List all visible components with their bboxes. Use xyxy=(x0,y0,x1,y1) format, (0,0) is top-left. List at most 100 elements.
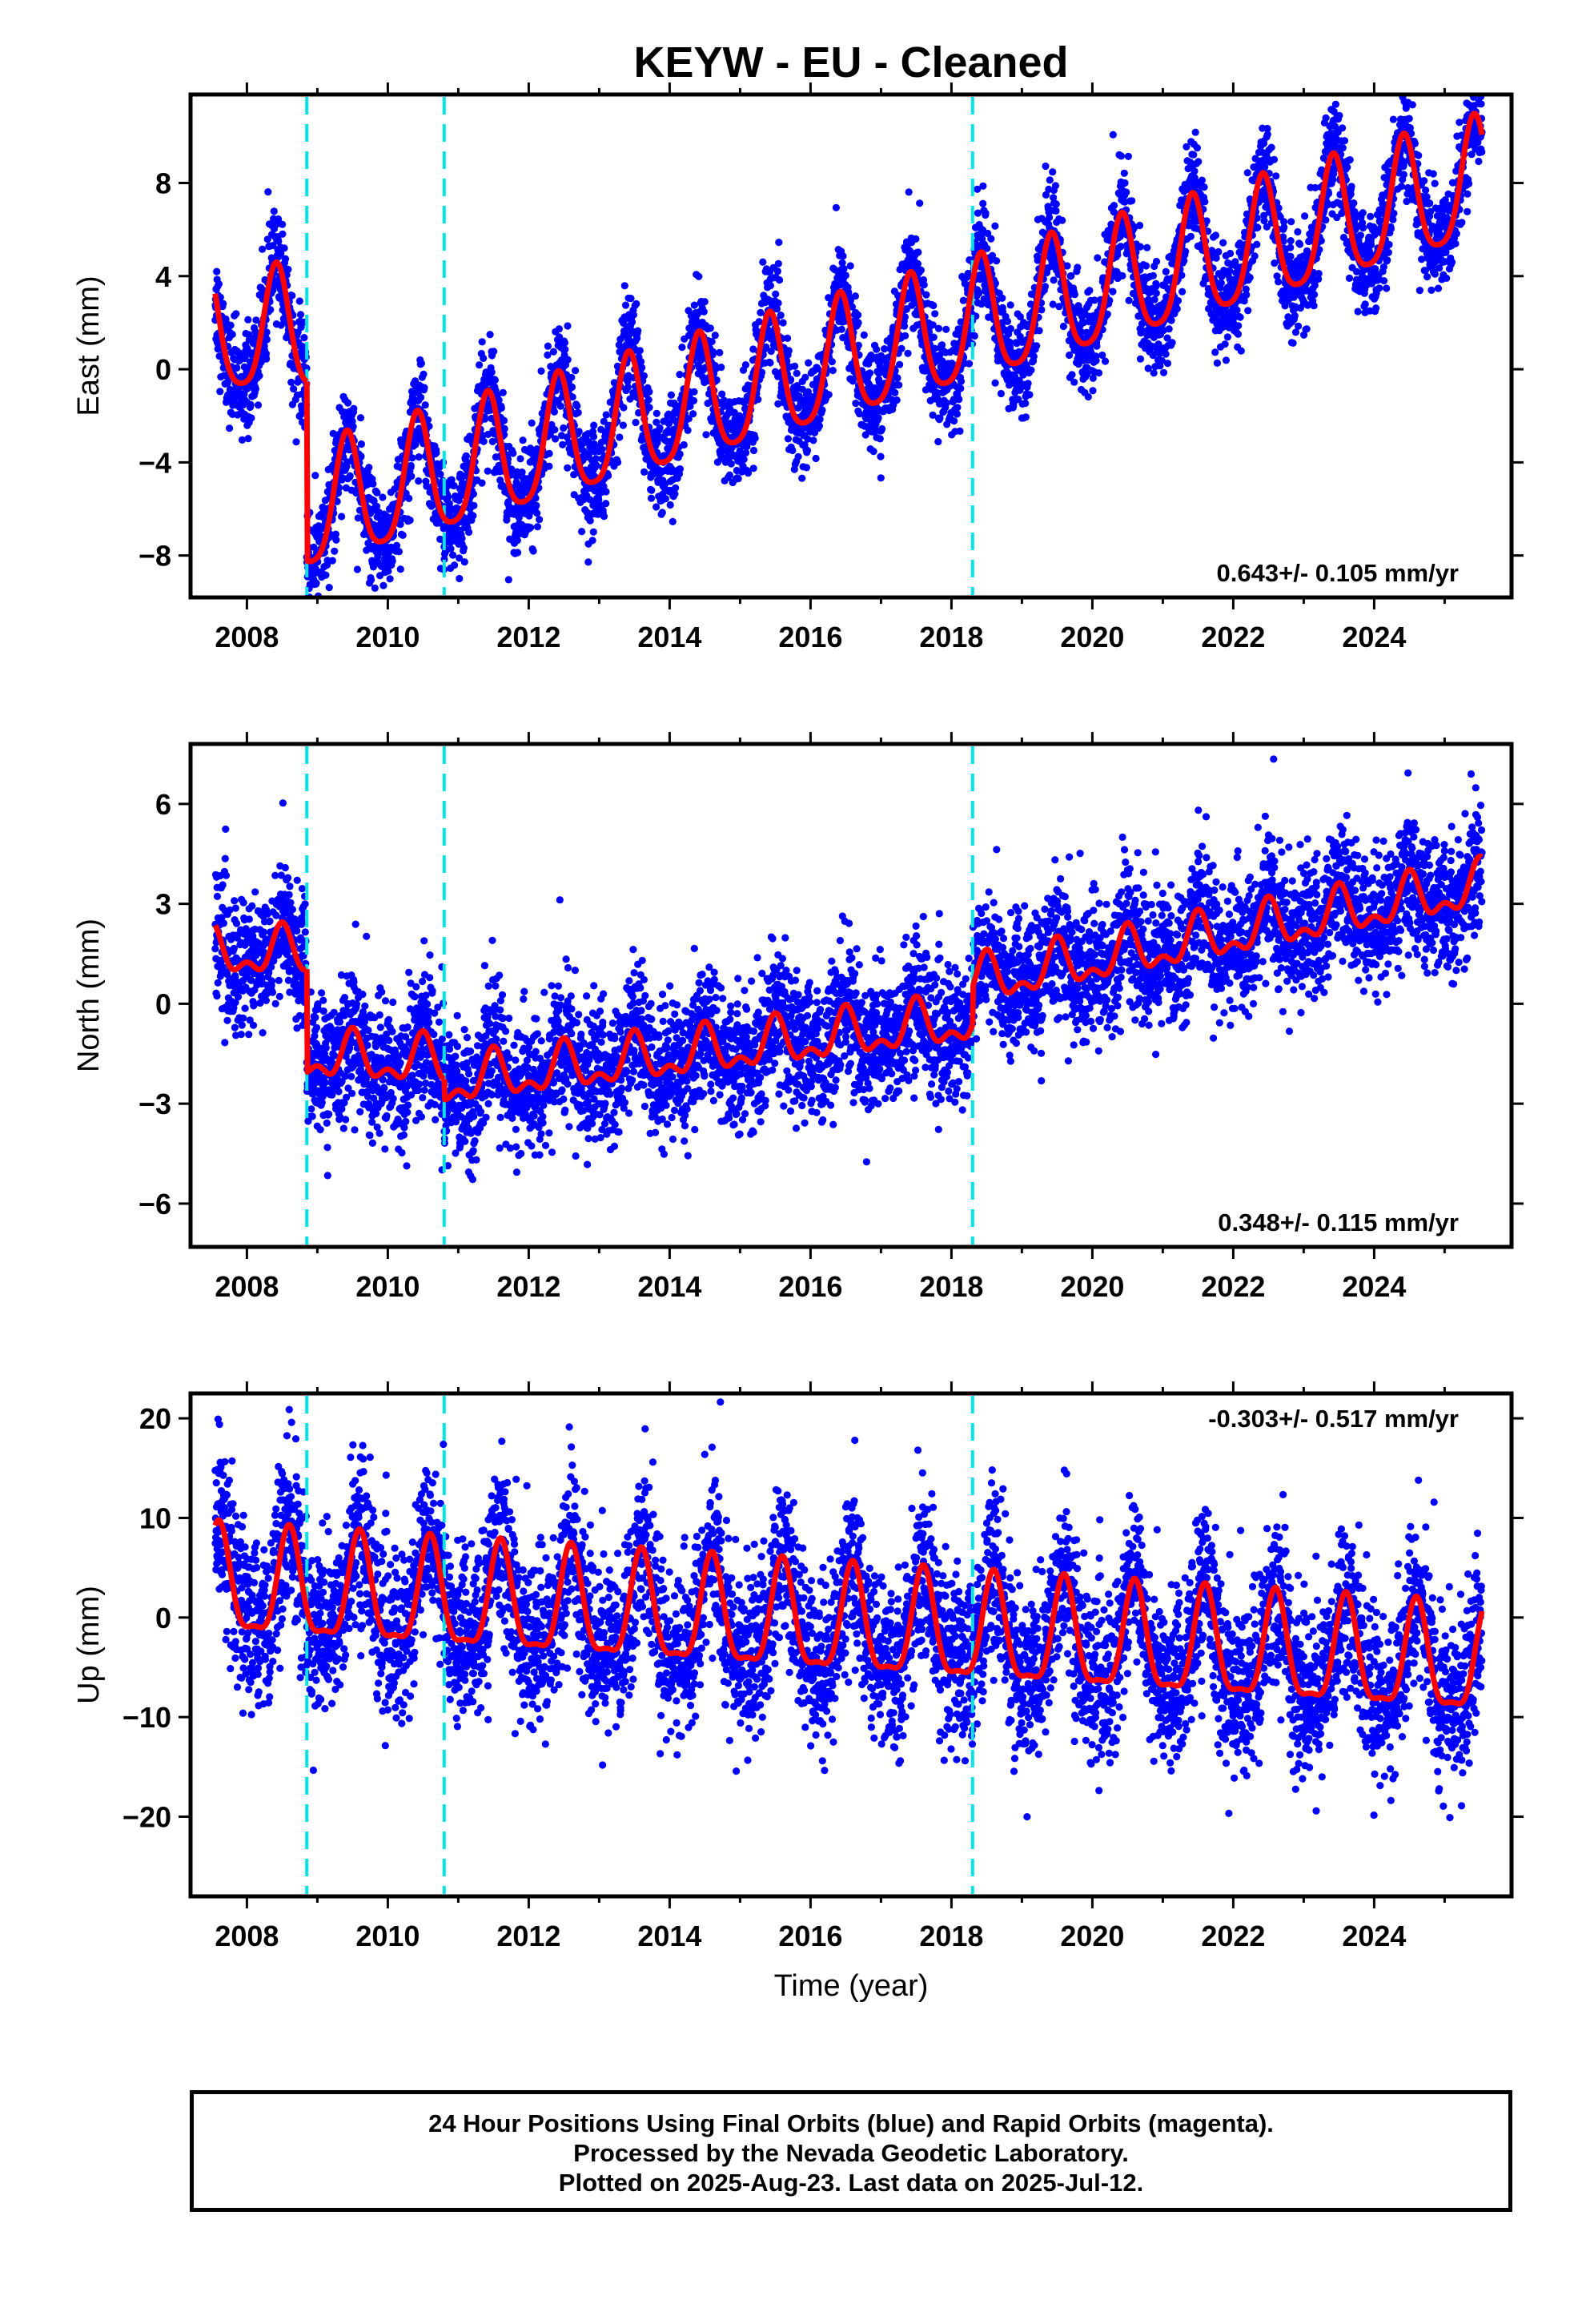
data-point xyxy=(584,558,592,566)
data-point xyxy=(399,531,407,540)
data-point xyxy=(1120,169,1128,177)
data-point xyxy=(602,500,610,508)
data-point xyxy=(476,361,484,369)
data-point xyxy=(318,604,325,611)
data-point xyxy=(338,513,346,521)
data-point xyxy=(262,350,270,358)
data-point xyxy=(775,276,784,284)
data-point xyxy=(942,399,950,407)
data-point xyxy=(388,557,396,565)
data-point xyxy=(740,455,748,464)
data-point xyxy=(1042,162,1050,171)
data-point xyxy=(1026,391,1034,399)
data-point xyxy=(564,464,572,472)
data-point xyxy=(942,325,950,333)
data-point xyxy=(279,220,287,228)
data-point xyxy=(1128,197,1136,205)
data-point xyxy=(706,324,714,332)
data-point xyxy=(1149,271,1157,279)
data-point xyxy=(561,345,569,353)
data-point xyxy=(1152,257,1161,266)
data-point xyxy=(1212,254,1220,262)
data-point xyxy=(1109,131,1117,139)
data-point xyxy=(499,388,507,396)
data-point xyxy=(560,424,568,432)
data-point xyxy=(966,360,974,368)
data-point xyxy=(1233,306,1241,314)
data-point xyxy=(267,306,275,314)
data-point xyxy=(934,324,943,332)
data-point xyxy=(676,465,685,473)
data-point xyxy=(789,446,797,455)
data-point xyxy=(727,460,735,468)
data-point xyxy=(846,262,854,270)
data-point xyxy=(369,563,377,571)
data-point xyxy=(470,501,478,509)
data-point xyxy=(407,461,415,470)
data-point xyxy=(1236,313,1244,321)
data-point xyxy=(893,396,901,404)
data-point xyxy=(993,257,1001,265)
data-point xyxy=(661,495,670,503)
data-point xyxy=(255,372,263,380)
data-point xyxy=(766,359,774,367)
data-point xyxy=(829,367,837,375)
data-point xyxy=(456,574,464,583)
data-point xyxy=(504,576,512,584)
data-point xyxy=(1174,296,1182,305)
data-point xyxy=(1251,252,1259,260)
data-point xyxy=(1046,176,1054,184)
data-point xyxy=(749,464,757,472)
data-point xyxy=(893,374,901,382)
data-point xyxy=(614,458,622,466)
data-point xyxy=(328,557,336,565)
data-point xyxy=(979,182,987,190)
data-point xyxy=(953,410,961,418)
data-point xyxy=(296,411,304,419)
data-point xyxy=(1167,316,1175,324)
data-point xyxy=(891,388,899,396)
data-point xyxy=(1006,324,1014,333)
data-point xyxy=(904,349,912,357)
data-point xyxy=(226,424,234,432)
data-point xyxy=(544,342,552,350)
data-point xyxy=(1049,168,1057,176)
data-point xyxy=(578,528,586,536)
data-point xyxy=(369,480,377,488)
data-point xyxy=(1030,352,1038,360)
data-point xyxy=(676,450,684,458)
data-point xyxy=(1223,333,1231,341)
data-point xyxy=(357,452,365,460)
data-point xyxy=(749,446,758,455)
data-point xyxy=(702,431,710,439)
data-point xyxy=(303,364,311,372)
data-point xyxy=(287,378,295,386)
data-point xyxy=(645,404,653,412)
data-point xyxy=(573,402,581,410)
data-point xyxy=(742,448,750,457)
data-point xyxy=(247,400,255,408)
data-point xyxy=(367,576,375,584)
data-point xyxy=(527,524,535,532)
data-point xyxy=(1190,151,1198,159)
data-point xyxy=(874,414,882,422)
data-point xyxy=(490,348,498,356)
data-point xyxy=(1152,289,1160,297)
data-point xyxy=(784,334,792,342)
data-point xyxy=(1101,357,1110,365)
data-point xyxy=(290,385,298,393)
data-point xyxy=(793,369,801,377)
data-point xyxy=(536,516,544,524)
data-point xyxy=(638,364,646,372)
data-point xyxy=(1182,247,1190,255)
data-point xyxy=(629,311,638,319)
data-point xyxy=(564,322,572,330)
data-point xyxy=(465,528,473,537)
data-point xyxy=(325,584,333,592)
data-point xyxy=(652,409,661,417)
data-point xyxy=(1033,342,1041,350)
data-point xyxy=(689,410,697,418)
data-point xyxy=(331,547,339,555)
data-point xyxy=(480,354,488,362)
data-point xyxy=(1162,350,1170,358)
